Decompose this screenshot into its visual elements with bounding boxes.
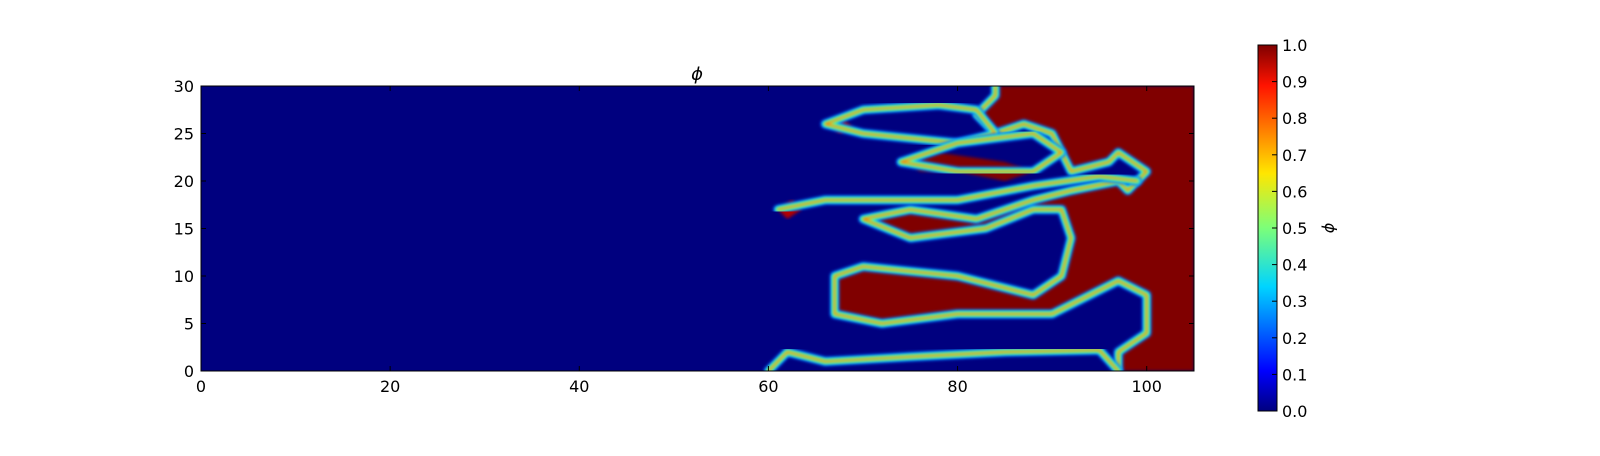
colorbar-tick-label: 0.4 — [1282, 256, 1307, 275]
colorbar-tick-label: 0.8 — [1282, 109, 1307, 128]
interface-4-band-4 — [777, 175, 1139, 211]
y-tick-label: 5 — [184, 315, 194, 334]
colorbar-tick-label: 1.0 — [1282, 36, 1307, 55]
interface-2-band-4 — [824, 104, 997, 144]
y-tick-label: 30 — [174, 77, 194, 96]
colorbar-tick-label: 0.1 — [1282, 365, 1307, 384]
y-axis: 0 5 10 15 20 25 30 — [174, 77, 1194, 381]
x-tick-label: 60 — [758, 377, 778, 396]
y-tick-label: 25 — [174, 125, 194, 144]
heatmap-axes: ϕ 0 20 40 60 80 100 0 5 10 15 20 25 30 — [174, 64, 1195, 396]
colorbar: 0.0 0.1 0.2 0.3 0.4 0.5 0.6 0.7 0.8 0.9 1.0 ϕ — [1257, 36, 1340, 421]
interface-3-band-4 — [900, 132, 1063, 173]
colorbar-tick-label: 0.0 — [1282, 402, 1307, 421]
y-tick-label: 20 — [174, 172, 194, 191]
interface-5-band-4 — [767, 349, 1120, 371]
phi-region-2 — [834, 266, 1034, 324]
x-tick-label: 100 — [1131, 377, 1162, 396]
x-tick-label: 0 — [196, 377, 206, 396]
colorbar-tick-label: 0.3 — [1282, 292, 1307, 311]
x-tick-label: 80 — [947, 377, 967, 396]
x-tick-label: 40 — [569, 377, 589, 396]
colorbar-tick-label: 0.5 — [1282, 219, 1307, 238]
y-tick-label: 15 — [174, 220, 194, 239]
x-axis: 0 20 40 60 80 100 — [196, 86, 1162, 396]
colorbar-tick-label: 0.9 — [1282, 73, 1307, 92]
colorbar-tick-label: 0.7 — [1282, 146, 1307, 165]
colorbar-label: ϕ — [1321, 223, 1340, 234]
colorbar-ticks: 0.0 0.1 0.2 0.3 0.4 0.5 0.6 0.7 0.8 0.9 1.0 — [1272, 36, 1307, 421]
colorbar-tick-label: 0.6 — [1282, 182, 1307, 201]
chart-title: ϕ — [691, 64, 703, 85]
heatmap-field — [763, 86, 1194, 371]
y-tick-label: 10 — [174, 267, 194, 286]
colorbar-tick-label: 0.2 — [1282, 329, 1307, 348]
y-tick-label: 0 — [184, 362, 194, 381]
x-tick-label: 20 — [380, 377, 400, 396]
